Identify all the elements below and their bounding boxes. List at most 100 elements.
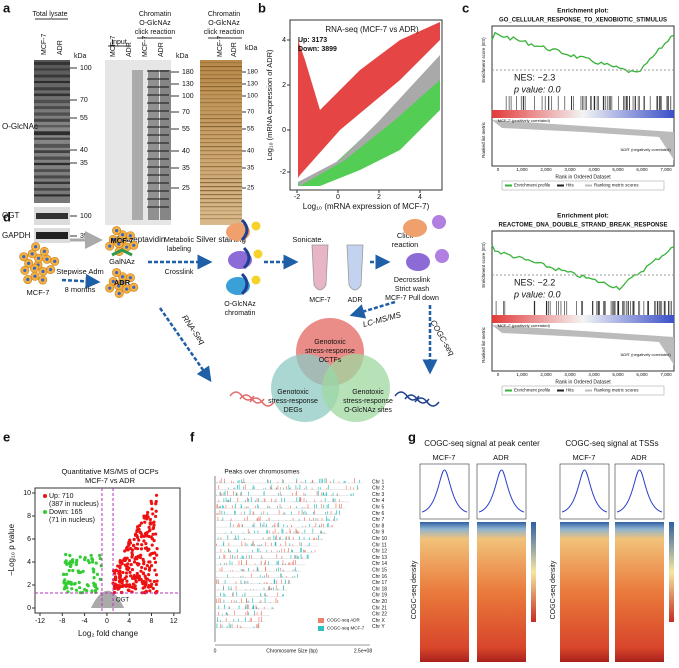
volcano-dot bbox=[137, 527, 141, 531]
marker-label: 130 bbox=[247, 81, 258, 88]
azide-tag bbox=[251, 275, 261, 285]
cell-nucleus bbox=[117, 291, 121, 296]
volcano-dot bbox=[122, 558, 127, 562]
volcano-dot bbox=[150, 507, 154, 511]
cell-nucleus bbox=[117, 284, 121, 288]
heatmap bbox=[420, 522, 469, 662]
legend-label: COGC-seq ADR bbox=[327, 618, 361, 623]
volcano-dot bbox=[71, 560, 75, 564]
cell-nucleus bbox=[117, 242, 121, 246]
galnaz-mark bbox=[111, 248, 133, 257]
label: Metabolic bbox=[164, 237, 194, 244]
y-tick-label: 6 bbox=[27, 536, 31, 543]
volcano-dot bbox=[90, 557, 94, 561]
volcano-dot bbox=[78, 586, 82, 590]
label: GalNAz bbox=[109, 257, 135, 266]
volcano-dot bbox=[154, 493, 159, 497]
blot-band bbox=[200, 178, 242, 180]
legend-label: Hits bbox=[566, 388, 574, 393]
cell-nucleus bbox=[26, 277, 30, 282]
label: Strict wash bbox=[395, 286, 429, 293]
label: 2.5e+08 bbox=[354, 648, 372, 654]
blot-band bbox=[147, 182, 169, 184]
chromosome-label: Chr 15 bbox=[372, 568, 387, 574]
volcano-dot bbox=[116, 564, 120, 568]
x-tick-label: 1,000 bbox=[516, 372, 528, 377]
cell-nucleus bbox=[108, 286, 112, 290]
blot-band bbox=[147, 126, 169, 128]
cell-nucleus bbox=[41, 269, 45, 274]
marker-label: 40 bbox=[247, 148, 255, 155]
marker-label: 100 bbox=[80, 213, 92, 220]
volcano-dot bbox=[135, 547, 140, 551]
chromosome-label: Chr 21 bbox=[372, 605, 387, 611]
volcano-dot bbox=[86, 559, 90, 563]
label: Genotoxic bbox=[277, 389, 309, 396]
label: Genotoxic bbox=[352, 389, 384, 396]
cell-nucleus bbox=[41, 278, 45, 282]
blot-band bbox=[200, 162, 242, 164]
label: RNA-seq (MCF-7 vs ADR) bbox=[325, 25, 419, 34]
x-tick-label: 8 bbox=[150, 618, 154, 625]
cell-nucleus bbox=[132, 285, 136, 289]
blot-band bbox=[200, 122, 242, 124]
marker-label: 55 bbox=[247, 126, 255, 133]
label: kDa bbox=[245, 45, 258, 52]
x-tick-label: 6,000 bbox=[636, 167, 648, 172]
volcano-dot bbox=[150, 501, 154, 506]
legend-label: Enrichment profile bbox=[514, 183, 551, 188]
blot-band bbox=[200, 86, 242, 88]
arrow bbox=[158, 307, 212, 383]
volcano-dot bbox=[126, 584, 130, 588]
label: Ranked list metric bbox=[481, 326, 486, 363]
label: Crosslink bbox=[165, 269, 194, 276]
blot-band bbox=[200, 66, 242, 68]
marker-label: 40 bbox=[182, 148, 190, 155]
cell-nucleus bbox=[132, 243, 136, 247]
volcano-dot bbox=[146, 548, 150, 553]
profile-curve bbox=[478, 469, 525, 513]
x-tick-label: 5,000 bbox=[612, 372, 624, 377]
volcano-dot bbox=[135, 571, 139, 576]
volcano-dot bbox=[135, 529, 139, 534]
volcano-dot bbox=[68, 564, 73, 568]
x-tick-label: 12 bbox=[170, 618, 178, 625]
blot-band bbox=[200, 194, 242, 196]
volcano-dot bbox=[139, 535, 144, 539]
blot-band bbox=[200, 106, 242, 108]
label: 'ADR' (negatively correlated) bbox=[620, 352, 671, 357]
ranking-area bbox=[492, 120, 674, 160]
volcano-dot bbox=[113, 585, 118, 590]
chromosome-label: Chr Y bbox=[372, 624, 385, 630]
marker-label: 55 bbox=[182, 126, 190, 133]
x-tick-label: 2 bbox=[377, 194, 381, 201]
volcano-dot bbox=[133, 557, 137, 561]
label: Up: 710 bbox=[49, 493, 74, 500]
volcano-dot bbox=[74, 562, 78, 567]
cell-nucleus bbox=[125, 287, 129, 291]
panel-label: g bbox=[408, 429, 416, 444]
volcano-dot bbox=[142, 534, 146, 539]
label: MCF-7 bbox=[111, 236, 134, 245]
blot-band bbox=[34, 137, 70, 140]
label: O-GlcNAc bbox=[2, 122, 38, 131]
volcano-dot bbox=[123, 576, 127, 580]
volcano-dot bbox=[132, 537, 136, 541]
volcano-dot bbox=[114, 568, 118, 572]
blot-band bbox=[200, 174, 242, 176]
volcano-dot bbox=[154, 509, 158, 513]
blot-band bbox=[34, 150, 70, 154]
chromosome-label: Chr 22 bbox=[372, 612, 387, 618]
plot-frame bbox=[289, 19, 443, 191]
x-tick-label: 2,000 bbox=[540, 167, 552, 172]
label: MCF-7 vs ADR bbox=[85, 476, 136, 485]
volcano-dot bbox=[137, 575, 141, 579]
volcano-dot bbox=[155, 589, 159, 594]
volcano-dot bbox=[78, 555, 82, 559]
volcano-dot bbox=[154, 582, 158, 587]
read bbox=[249, 397, 275, 407]
plot-frame bbox=[491, 230, 675, 372]
volcano-dot bbox=[94, 561, 98, 565]
blot-band bbox=[200, 142, 242, 144]
volcano-dot bbox=[142, 560, 146, 564]
